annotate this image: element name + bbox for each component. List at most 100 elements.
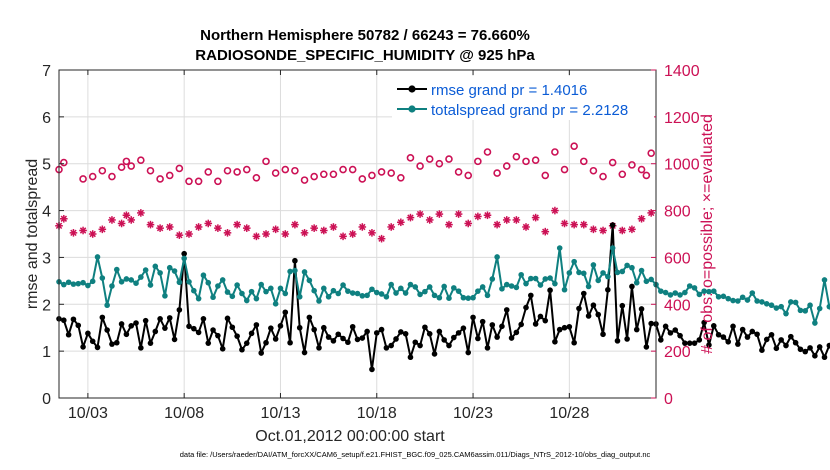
totalspread-point xyxy=(566,270,573,276)
totalspread-point xyxy=(104,302,110,309)
totalspread-point xyxy=(417,291,423,298)
totalspread-point xyxy=(369,286,375,293)
rmse-point xyxy=(253,322,260,328)
rmse-point xyxy=(205,340,212,346)
totalspread-point xyxy=(128,277,135,283)
totalspread-point xyxy=(783,310,789,317)
asterisk-stroke xyxy=(599,227,607,234)
rmse-point xyxy=(470,314,476,321)
rmse-point xyxy=(123,331,130,338)
totalspread-point xyxy=(330,287,337,294)
rmse-point xyxy=(821,354,828,361)
asterisk-stroke xyxy=(185,230,193,238)
obs-possible-point xyxy=(262,157,270,166)
obs-evaluated-point xyxy=(214,224,222,232)
rmse-point xyxy=(166,315,173,321)
left-y-tick-label: 5 xyxy=(42,157,51,174)
rmse-point xyxy=(494,334,500,340)
totalspread-point xyxy=(768,302,775,309)
rmse-point xyxy=(749,328,756,335)
rmse-point xyxy=(605,286,611,293)
totalspread-point xyxy=(138,274,144,280)
obs-possible-point xyxy=(194,177,203,186)
totalspread-point xyxy=(619,268,626,275)
asterisk-stroke xyxy=(205,220,212,227)
rmse-point xyxy=(580,290,587,297)
obs-possible-point xyxy=(281,165,290,174)
rmse-point xyxy=(85,330,91,337)
left-y-tick-label: 3 xyxy=(42,250,51,267)
totalspread-point xyxy=(402,290,409,296)
totalspread-point xyxy=(191,287,197,294)
totalspread-point xyxy=(219,277,226,283)
obs-evaluated-point xyxy=(271,225,280,234)
rmse-point xyxy=(426,331,433,337)
rmse-point xyxy=(759,347,765,354)
totalspread-point xyxy=(465,295,472,301)
obs-possible-point xyxy=(185,177,193,186)
asterisk-stroke xyxy=(89,230,96,238)
right-y-tick-label: 400 xyxy=(664,297,691,314)
obs-possible-point xyxy=(98,166,107,175)
totalspread-point xyxy=(272,301,279,307)
obs-evaluated-point xyxy=(541,227,550,236)
asterisk-stroke xyxy=(156,224,164,232)
rmse-point xyxy=(720,334,727,340)
rmse-point xyxy=(797,346,804,353)
totalspread-point xyxy=(624,262,630,269)
totalspread-point xyxy=(388,281,395,288)
rmse-point xyxy=(744,334,751,340)
rmse-point xyxy=(754,331,760,338)
rmse-point xyxy=(513,329,520,336)
totalspread-point xyxy=(243,297,250,304)
obs-possible-point xyxy=(127,162,136,170)
x-axis-label: Oct.01,2012 00:00:00 start xyxy=(255,428,445,445)
rmse-point xyxy=(499,323,505,330)
obs-possible-point xyxy=(454,168,463,176)
rmse-point xyxy=(528,292,534,299)
obs-evaluated-point xyxy=(358,223,367,231)
plot-frame xyxy=(58,69,657,399)
asterisk-stroke xyxy=(166,223,173,231)
obs-evaluated-point xyxy=(618,226,627,235)
obs-evaluated-point xyxy=(348,230,357,238)
totalspread-point xyxy=(99,275,106,281)
obs-evaluated-point xyxy=(560,219,569,228)
totalspread-point xyxy=(590,262,597,268)
rmse-point xyxy=(778,337,784,343)
rmse-point xyxy=(162,325,168,331)
totalspread-point xyxy=(80,279,86,286)
asterisk-stroke xyxy=(118,220,125,227)
obs-possible-point xyxy=(579,157,588,166)
rmse-point xyxy=(624,336,630,342)
totalspread-point xyxy=(123,276,130,282)
obs-evaluated-point xyxy=(69,229,78,237)
rmse-point xyxy=(191,325,197,332)
obs-possible-point xyxy=(214,177,222,186)
rmse-point xyxy=(133,320,139,326)
totalspread-point xyxy=(65,279,72,286)
right-y-tick-label: 800 xyxy=(664,204,691,221)
rmse-point xyxy=(662,323,669,330)
rmse-point xyxy=(157,316,163,322)
rmse-point xyxy=(431,351,438,357)
rmse-point xyxy=(364,328,370,335)
obs-evaluated-point xyxy=(137,209,145,217)
rmse-point xyxy=(234,333,240,339)
totalspread-point xyxy=(816,305,823,312)
obs-possible-point xyxy=(88,172,97,181)
obs-evaluated-point xyxy=(368,229,376,237)
asterisk-stroke xyxy=(60,215,68,222)
rmse-point xyxy=(441,337,447,343)
asterisk-stroke xyxy=(214,224,222,232)
asterisk-stroke xyxy=(561,220,568,227)
x-axis-ticks: 10/03 10/08 10/13 10/18 10/23 10/28 xyxy=(68,70,589,422)
rmse-point xyxy=(638,306,645,312)
totalspread-point xyxy=(157,270,163,276)
rmse-point xyxy=(691,340,698,346)
totalspread-point xyxy=(253,295,260,302)
asterisk-stroke xyxy=(590,226,597,233)
obs-evaluated-point xyxy=(493,220,501,229)
x-tick-label: 10/28 xyxy=(549,405,589,422)
